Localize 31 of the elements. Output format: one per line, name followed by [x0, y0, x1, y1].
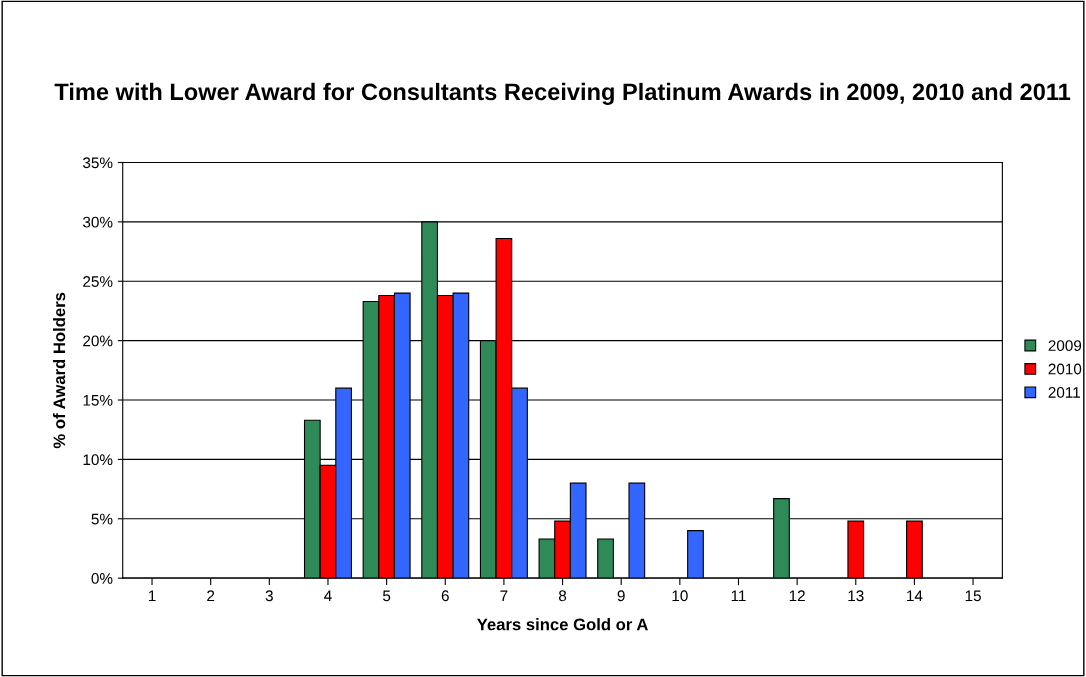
x-tick-label: 14 — [907, 590, 923, 602]
bar — [597, 538, 614, 579]
x-tick-label: 10 — [672, 590, 688, 602]
y-tick-label: 15% — [83, 394, 113, 406]
x-tick-label: 1 — [148, 590, 156, 602]
x-tick-label: 2 — [207, 590, 215, 602]
x-tick-label: 3 — [265, 590, 273, 602]
x-tick-label: 9 — [617, 590, 625, 602]
y-axis-title: % of Award Holders — [52, 292, 66, 449]
x-tick-label: 5 — [382, 590, 391, 602]
legend-label: 2010 — [1048, 363, 1082, 375]
x-axis-title: Years since Gold or A — [477, 618, 648, 631]
x-tick-label: 12 — [789, 590, 805, 602]
legend-label: 2009 — [1048, 340, 1082, 352]
x-tick-label: 7 — [500, 590, 508, 602]
y-tick-label: 0% — [91, 573, 113, 584]
y-tick-label: 30% — [83, 216, 113, 228]
y-tick-label: 25% — [83, 276, 113, 287]
x-tick-label: 15 — [965, 590, 981, 602]
x-tick-label: 11 — [731, 590, 746, 602]
x-tick-label: 8 — [558, 590, 567, 602]
y-tick-label: 20% — [83, 335, 113, 347]
x-tick-label: 4 — [324, 590, 332, 602]
y-tick-label: 5% — [91, 513, 113, 525]
x-tick-label: 13 — [848, 590, 864, 602]
x-tick-label: 6 — [441, 590, 449, 602]
y-tick-label: 10% — [83, 454, 113, 466]
legend-label: 2011 — [1048, 387, 1080, 398]
y-tick-label: 35% — [83, 157, 113, 169]
chart-title: Time with Lower Award for Consultants Receiving Platinum Awards in 2009, 2010 and 2011 — [54, 82, 1071, 105]
bar — [687, 530, 704, 579]
